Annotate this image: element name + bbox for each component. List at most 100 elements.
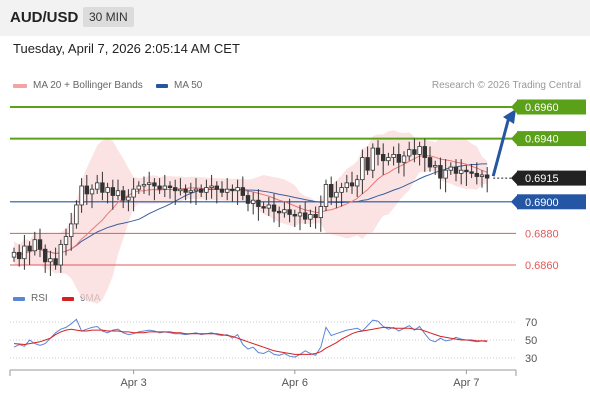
candle-body bbox=[193, 188, 199, 192]
candle-body bbox=[63, 236, 69, 245]
candle-body bbox=[422, 146, 427, 158]
candle-body bbox=[479, 174, 485, 177]
candle-body bbox=[453, 166, 459, 174]
candle-body bbox=[230, 188, 235, 192]
candle-body bbox=[11, 251, 17, 258]
candle-body bbox=[188, 190, 193, 193]
candle-body bbox=[235, 187, 240, 192]
candle-body bbox=[282, 209, 287, 214]
candle-body bbox=[391, 153, 396, 158]
candle-body bbox=[95, 182, 100, 190]
candle-body bbox=[401, 155, 407, 163]
candle-body bbox=[37, 239, 43, 250]
candle-body bbox=[302, 212, 308, 220]
candle-body bbox=[58, 244, 63, 266]
ma50-line bbox=[13, 163, 488, 257]
candle-body bbox=[105, 187, 110, 193]
candle-body bbox=[110, 187, 115, 196]
candle-body bbox=[152, 182, 157, 187]
candle-body bbox=[474, 172, 479, 177]
candle-body bbox=[214, 185, 219, 190]
candle-body bbox=[412, 149, 417, 155]
candle-body bbox=[360, 157, 365, 181]
x-tick-label: Apr 3 bbox=[120, 377, 146, 389]
candle-body bbox=[484, 174, 490, 179]
candle-body bbox=[27, 245, 32, 252]
bollinger-band bbox=[14, 130, 488, 304]
candle-body bbox=[370, 147, 375, 171]
legend-ma50: MA 50 bbox=[156, 80, 202, 91]
candle-body bbox=[432, 165, 438, 168]
candle-body bbox=[365, 157, 370, 171]
level-badge-pointer bbox=[511, 170, 518, 186]
ma20-line bbox=[13, 155, 488, 257]
candle-body bbox=[48, 258, 53, 263]
candle-body bbox=[448, 166, 453, 171]
level-label-0.6960: 0.6960 bbox=[525, 102, 559, 114]
candle-body bbox=[16, 251, 22, 260]
candle-body bbox=[458, 169, 464, 174]
legend-ma50-label: MA 50 bbox=[174, 80, 203, 91]
candle-body bbox=[131, 188, 136, 198]
rsi-swatch bbox=[13, 296, 25, 301]
level-badge-pointer bbox=[511, 131, 518, 147]
x-tick-label: Apr 6 bbox=[282, 377, 308, 389]
level-label-0.6900: 0.6900 bbox=[525, 197, 559, 209]
level-badge-0.6915 bbox=[517, 170, 586, 186]
candle-body bbox=[276, 210, 282, 214]
level-label-0.6880: 0.6880 bbox=[525, 228, 559, 240]
candle-body bbox=[167, 185, 173, 188]
legend-bollinger-label: MA 20 + Bollinger Bands bbox=[33, 80, 143, 91]
candle-body bbox=[266, 204, 271, 209]
candle-body bbox=[22, 245, 27, 260]
candle-body bbox=[417, 146, 422, 155]
rsi-tick-label: 30 bbox=[525, 353, 537, 365]
candle-body bbox=[375, 147, 381, 155]
candle-body bbox=[396, 153, 401, 163]
candle-body bbox=[204, 187, 209, 193]
candle-body bbox=[380, 153, 386, 162]
candle-body bbox=[100, 182, 105, 193]
candle-body bbox=[84, 185, 89, 195]
candle-body bbox=[121, 190, 126, 201]
candle-body bbox=[126, 196, 131, 201]
candle-body bbox=[250, 199, 256, 204]
candle-body bbox=[224, 188, 230, 193]
candle-body bbox=[443, 169, 448, 179]
candle-body bbox=[146, 182, 152, 185]
x-tick-label: Apr 7 bbox=[453, 377, 479, 389]
candle-body bbox=[43, 248, 48, 263]
candle-body bbox=[313, 214, 318, 219]
candle-body bbox=[89, 188, 95, 195]
candle-body bbox=[32, 239, 37, 252]
projection-arrow-line bbox=[491, 116, 511, 177]
header-bar: AUD/USD 30 MIN bbox=[0, 0, 590, 36]
rsi-ma-swatch bbox=[62, 296, 74, 301]
candle-body bbox=[178, 188, 183, 192]
candle-body bbox=[427, 157, 433, 168]
candle-body bbox=[308, 214, 313, 220]
ma50-swatch bbox=[156, 83, 168, 88]
candle-body bbox=[328, 184, 334, 198]
candle-body bbox=[438, 165, 443, 179]
bollinger-swatch bbox=[13, 83, 27, 88]
candle-body bbox=[115, 190, 121, 196]
candle-body bbox=[141, 184, 147, 187]
level-label-0.6860: 0.6860 bbox=[525, 260, 559, 272]
candle-body bbox=[261, 206, 266, 209]
level-badge-0.6960 bbox=[517, 99, 586, 115]
level-label-0.6915: 0.6915 bbox=[525, 173, 559, 185]
candle-body bbox=[354, 179, 360, 187]
projection-arrow-head bbox=[503, 109, 516, 124]
legend-rsi-label: RSI bbox=[31, 293, 48, 304]
candle-body bbox=[172, 187, 178, 192]
candle-body bbox=[157, 185, 162, 190]
timeframe-badge[interactable]: 30 MIN bbox=[83, 7, 134, 27]
level-badge-pointer bbox=[511, 194, 518, 210]
legend-rsi: RSI bbox=[13, 293, 48, 304]
level-badge-0.6940 bbox=[517, 131, 586, 147]
candle-body bbox=[198, 188, 204, 193]
candle-body bbox=[69, 223, 74, 237]
candle-body bbox=[219, 188, 225, 193]
